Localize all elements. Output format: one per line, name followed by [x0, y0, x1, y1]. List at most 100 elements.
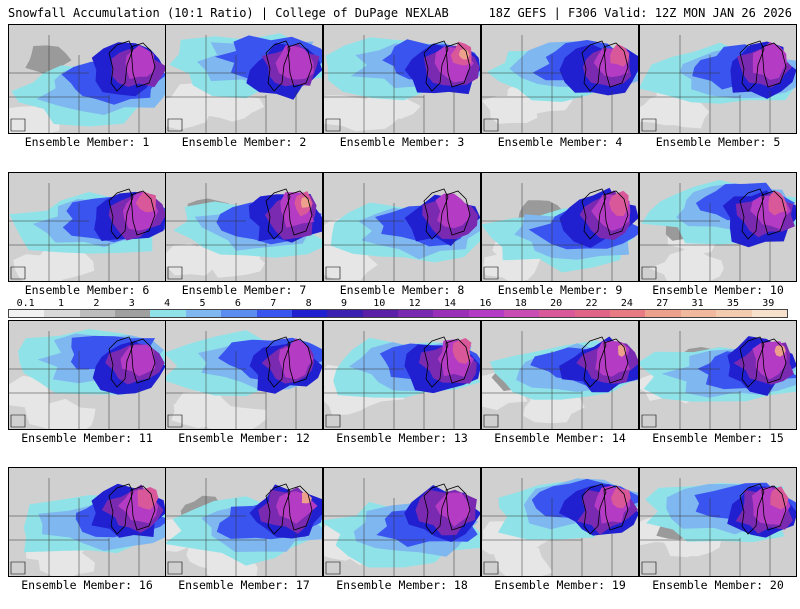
chart-title: Snowfall Accumulation (10:1 Ratio) | Col…	[8, 6, 449, 20]
inset-box	[167, 266, 183, 280]
peach-snow-area	[774, 345, 786, 357]
legend-label: 24	[620, 298, 633, 309]
light-snow-area	[656, 96, 710, 129]
snowfall-map	[481, 467, 639, 577]
header: Snowfall Accumulation (10:1 Ratio) | Col…	[0, 0, 800, 24]
legend-swatch	[680, 310, 717, 317]
snowfall-field	[324, 321, 480, 429]
ensemble-member-panel: Ensemble Member: 3	[323, 24, 481, 166]
snowfall-map	[8, 172, 166, 282]
legend-swatch	[362, 310, 398, 317]
legend-label: 0.1	[16, 298, 35, 309]
michigan-outline	[287, 42, 313, 88]
snowfall-field	[482, 321, 638, 429]
legend-swatch	[185, 310, 222, 317]
light-snow-area	[493, 547, 554, 576]
inset-box	[167, 414, 183, 428]
light-snow-area	[9, 106, 53, 133]
state-lines	[9, 478, 140, 576]
michigan-outline	[445, 338, 471, 384]
snowfall-map	[323, 24, 481, 134]
inset-box	[167, 561, 183, 575]
michigan-outline	[287, 485, 313, 531]
member-caption: Ensemble Member: 19	[494, 578, 626, 592]
ensemble-member-panel: Ensemble Member: 18	[323, 467, 481, 609]
legend-label: 2	[93, 298, 100, 309]
state-lines	[640, 478, 771, 576]
legend-label: 27	[656, 298, 669, 309]
lake-michigan-outline	[108, 188, 134, 240]
magenta-snow-area	[278, 338, 314, 380]
legend-swatch	[610, 310, 646, 317]
member-caption: Ensemble Member: 16	[21, 578, 153, 592]
michigan-outline	[761, 190, 787, 236]
ensemble-member-panel: Ensemble Member: 19	[481, 467, 639, 609]
snowfall-map	[639, 24, 797, 134]
legend-color-bar	[8, 309, 788, 318]
michigan-outline	[603, 485, 629, 531]
lake-michigan-outline	[739, 483, 765, 535]
legend-swatch	[9, 310, 45, 317]
legend-label: 35	[726, 298, 739, 309]
snowfall-field	[166, 321, 322, 429]
state-lines	[166, 183, 297, 281]
pink-snow-area	[768, 190, 788, 216]
member-caption: Ensemble Member: 17	[178, 578, 310, 592]
ensemble-member-panel: Ensemble Member: 13	[323, 320, 481, 462]
lake-michigan-outline	[423, 483, 449, 535]
legend-label: 9	[340, 298, 347, 309]
member-caption: Ensemble Member: 6	[24, 283, 150, 297]
state-lines	[324, 331, 455, 429]
inset-box	[641, 561, 657, 575]
legend-label: 14	[444, 298, 457, 309]
snowfall-map	[8, 320, 166, 430]
lake-michigan-outline	[581, 483, 607, 535]
snowfall-map	[8, 24, 166, 134]
legend-labels: 0.1 1 2 3 4 5 6 7 8 9 10 12 14 16 18 20 22 24 27 31 35 39	[8, 298, 786, 309]
legend-label: 31	[691, 298, 704, 309]
member-caption: Ensemble Member: 10	[652, 283, 784, 297]
light-snow-area	[324, 248, 378, 281]
ensemble-member-panel: Ensemble Member: 12	[165, 320, 323, 462]
pink-snow-area	[135, 191, 156, 213]
snowfall-field	[482, 173, 638, 281]
lake-michigan-outline	[423, 40, 449, 92]
snowfall-map	[639, 320, 797, 430]
snowfall-field	[640, 173, 796, 281]
lake-michigan-outline	[581, 40, 607, 92]
legend-swatch	[327, 310, 363, 317]
member-caption: Ensemble Member: 9	[497, 283, 623, 297]
michigan-outline	[445, 190, 471, 236]
inset-box	[10, 118, 26, 132]
ensemble-member-panel: Ensemble Member: 7	[165, 172, 323, 314]
legend-label: 16	[479, 298, 492, 309]
lake-michigan-outline	[739, 40, 765, 92]
snowfall-map	[165, 320, 323, 430]
inset-box	[641, 414, 657, 428]
legend-label: 18	[514, 298, 527, 309]
legend-swatch	[150, 310, 186, 317]
michigan-outline	[603, 42, 629, 88]
snowfall-map	[639, 172, 797, 282]
snowfall-field	[9, 173, 165, 281]
member-caption: Ensemble Member: 14	[494, 431, 626, 445]
ensemble-member-panel: Ensemble Member: 16	[8, 467, 166, 609]
legend-swatch	[645, 310, 681, 317]
snowfall-field	[9, 468, 165, 576]
state-lines	[166, 331, 297, 429]
michigan-outline	[445, 485, 471, 531]
snowfall-map	[481, 24, 639, 134]
state-lines	[324, 35, 455, 133]
state-lines	[324, 183, 455, 281]
magenta-snow-area	[120, 344, 156, 377]
lake-michigan-outline	[265, 483, 291, 535]
inset-box	[641, 266, 657, 280]
state-lines	[166, 478, 297, 576]
legend-swatch	[716, 310, 752, 317]
lake-michigan-outline	[423, 336, 449, 388]
snowfall-field	[640, 321, 796, 429]
member-caption: Ensemble Member: 2	[181, 135, 307, 149]
state-lines	[482, 331, 613, 429]
inset-box	[483, 561, 499, 575]
ensemble-member-panel: Ensemble Member: 20	[639, 467, 797, 609]
